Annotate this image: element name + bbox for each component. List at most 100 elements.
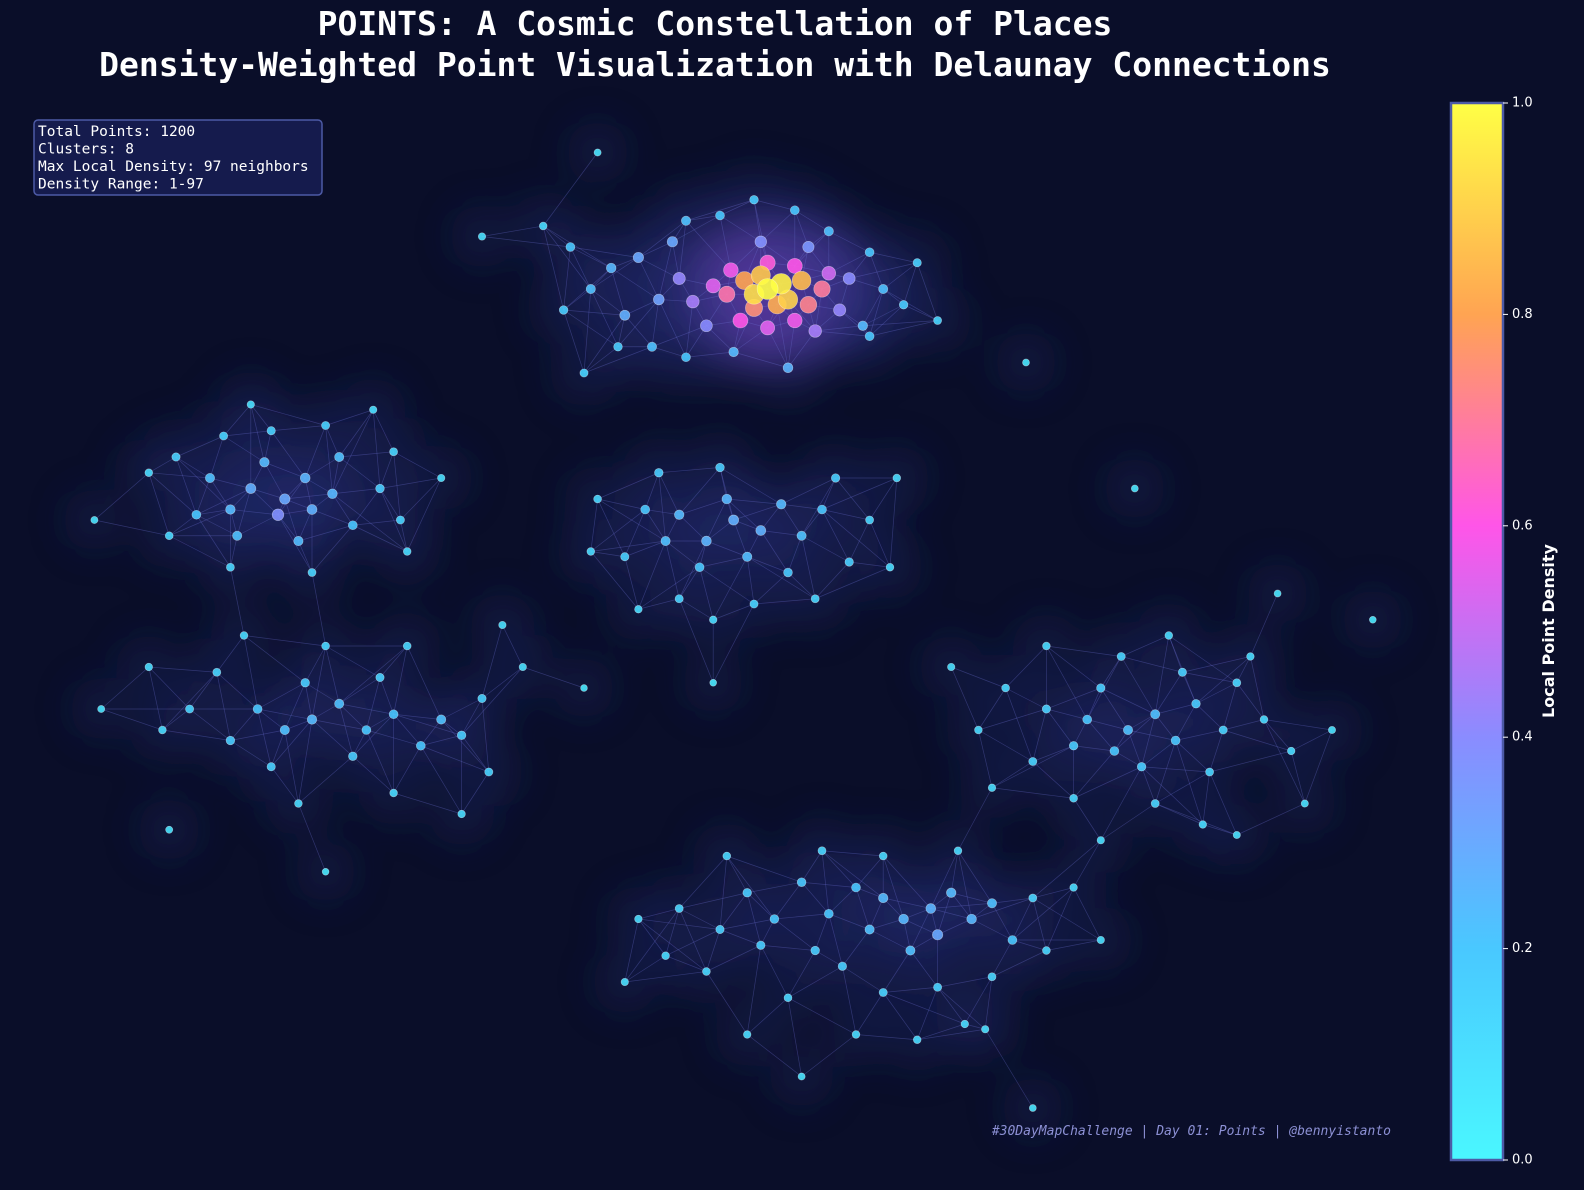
point	[225, 735, 236, 746]
point	[245, 483, 257, 494]
delaunay-edge	[950, 850, 959, 893]
delaunay-edge	[379, 451, 394, 489]
delaunay-edge	[298, 803, 326, 872]
delaunay-edge	[325, 645, 381, 678]
delaunay-edge	[175, 456, 211, 479]
point	[844, 557, 854, 567]
colorbar-label: Local Point Density	[1539, 543, 1558, 718]
point	[144, 468, 154, 477]
delaunay-edge	[685, 301, 694, 358]
delaunay-edge	[869, 897, 884, 930]
delaunay-edge	[678, 220, 687, 279]
delaunay-edge	[787, 965, 843, 999]
point	[389, 788, 398, 798]
delaunay-edge	[209, 477, 251, 489]
delaunay-edge	[481, 236, 571, 248]
delaunay-edge	[712, 603, 755, 683]
delaunay-edge	[828, 230, 870, 253]
point	[987, 783, 997, 792]
delaunay-edge	[685, 199, 755, 222]
delaunay-edge	[1087, 719, 1129, 731]
delaunay-edge	[787, 320, 796, 368]
point	[1136, 762, 1147, 772]
info-box	[33, 119, 323, 196]
delaunay-edge	[250, 404, 326, 426]
delaunay-edge	[352, 488, 381, 526]
delaunay-edge	[304, 682, 313, 720]
delaunay-edge	[726, 855, 802, 883]
delaunay-edge	[1263, 719, 1333, 731]
point	[484, 767, 494, 777]
delaunay-edge	[366, 677, 381, 731]
delaunay-edge	[148, 472, 197, 516]
delaunay-edge	[264, 462, 286, 500]
delaunay-edge	[719, 215, 761, 243]
delaunay-edge	[570, 246, 639, 258]
delaunay-edge	[781, 477, 836, 505]
delaunay-edge	[862, 288, 884, 326]
delaunay-edge	[719, 467, 734, 521]
delaunay-edge	[175, 456, 197, 515]
point	[225, 504, 236, 515]
point	[953, 846, 963, 855]
delaunay-edge	[570, 246, 592, 290]
delaunay-edge	[590, 498, 598, 552]
point	[1042, 641, 1051, 651]
delaunay-edge	[311, 509, 353, 526]
delaunay-edge	[746, 556, 755, 605]
delaunay-edge	[366, 729, 421, 747]
delaunay-edge	[441, 698, 483, 720]
point	[660, 536, 671, 546]
delaunay-edge	[230, 567, 245, 636]
delaunay-edge	[223, 430, 272, 437]
point	[232, 530, 243, 541]
points	[90, 148, 1377, 1112]
point	[634, 914, 643, 924]
delaunay-edge	[746, 1034, 802, 1077]
delaunay-edge	[1127, 713, 1156, 731]
point	[558, 305, 569, 315]
point	[864, 924, 875, 935]
delaunay-edge	[270, 430, 306, 479]
delaunay-edge	[1012, 887, 1074, 941]
delaunay-edge	[1202, 824, 1237, 836]
delaunay-edge	[393, 645, 408, 715]
delaunay-edge	[760, 944, 816, 951]
delaunay-edge	[420, 734, 462, 747]
delaunay-edge	[821, 509, 870, 521]
delaunay-edge	[216, 672, 231, 741]
delaunay-edge	[461, 771, 490, 815]
delaunay-edge	[1046, 887, 1074, 951]
delaunay-edge	[563, 309, 625, 316]
delaunay-edge	[583, 346, 653, 374]
point	[1273, 589, 1282, 598]
delaunay-edge	[957, 850, 972, 920]
delaunay-edge	[747, 881, 802, 894]
point	[334, 452, 345, 462]
delaunay-edge	[760, 530, 789, 573]
delaunay-edge	[1195, 682, 1237, 705]
point	[299, 472, 311, 484]
delaunay-edge	[719, 918, 775, 930]
delaunay-edge	[169, 509, 231, 537]
point	[1164, 631, 1174, 640]
delaunay-edge	[842, 929, 870, 967]
delaunay-edge	[1032, 745, 1074, 762]
delaunay-edge	[189, 672, 218, 710]
delaunay-edge	[815, 566, 891, 600]
delaunay-edge	[753, 598, 816, 605]
delaunay-edge	[590, 509, 646, 552]
delaunay-edge	[624, 955, 666, 983]
delaunay-edge	[746, 997, 789, 1035]
delaunay-edge	[216, 671, 258, 710]
delaunay-edge	[461, 735, 490, 773]
delaunay-edge	[821, 850, 884, 899]
delaunay-edge	[481, 698, 490, 773]
delaunay-edge	[209, 435, 224, 479]
delaunay-edge	[1012, 897, 1034, 941]
point	[653, 293, 665, 306]
delaunay-edge	[672, 241, 680, 279]
point	[905, 945, 916, 956]
delaunay-edge	[719, 929, 761, 946]
